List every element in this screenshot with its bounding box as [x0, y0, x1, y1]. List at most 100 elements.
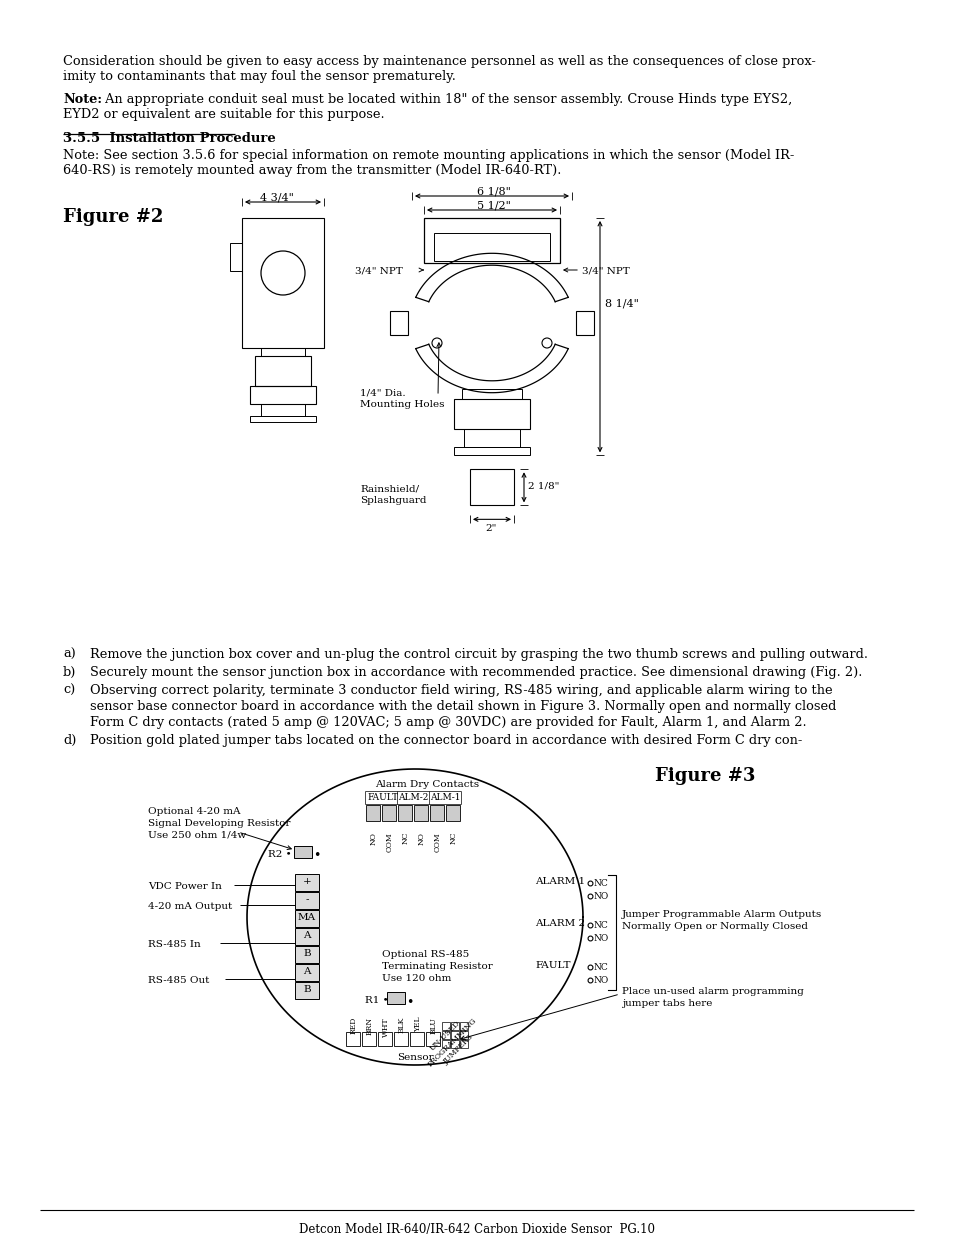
Bar [294, 874, 318, 890]
Bar [446, 805, 459, 821]
Bar [250, 416, 315, 422]
Text: B: B [303, 950, 311, 958]
Text: Optional 4-20 mA: Optional 4-20 mA [148, 806, 240, 816]
Text: FAULT: FAULT [367, 793, 397, 802]
Text: Use 120 ohm: Use 120 ohm [381, 974, 451, 983]
Bar [294, 982, 318, 999]
Text: NC: NC [594, 963, 608, 972]
Bar [390, 311, 408, 335]
Bar [230, 243, 242, 270]
Text: 3/4" NPT: 3/4" NPT [581, 266, 629, 275]
Text: Detcon Model IR-640/IR-642 Carbon Dioxide Sensor  PG.10: Detcon Model IR-640/IR-642 Carbon Dioxid… [298, 1223, 655, 1235]
Bar [261, 404, 305, 416]
Text: RS-485 In: RS-485 In [148, 940, 200, 948]
Bar [441, 1023, 450, 1030]
Text: WHT: WHT [381, 1016, 390, 1036]
Text: NC: NC [450, 832, 457, 845]
Text: b): b) [63, 666, 76, 679]
Text: jumper tabs here: jumper tabs here [621, 999, 712, 1008]
Text: NO: NO [594, 934, 609, 944]
Text: imity to contaminants that may foul the sensor prematurely.: imity to contaminants that may foul the … [63, 70, 456, 83]
Text: 640-RS) is remotely mounted away from the transmitter (Model IR-640-RT).: 640-RS) is remotely mounted away from th… [63, 164, 560, 177]
Text: Use 250 ohm 1/4w: Use 250 ohm 1/4w [148, 831, 246, 840]
Text: 3.5.5  Installation Procedure: 3.5.5 Installation Procedure [63, 132, 275, 144]
Text: MA: MA [297, 914, 315, 923]
Bar [381, 805, 395, 821]
Text: c): c) [63, 684, 75, 697]
Text: Position gold plated jumper tabs located on the connector board in accordance wi: Position gold plated jumper tabs located… [90, 734, 801, 747]
Text: •: • [313, 848, 320, 862]
Bar [441, 1031, 450, 1039]
Text: Sensor: Sensor [396, 1053, 433, 1062]
Text: NO: NO [594, 892, 609, 902]
Bar [441, 1040, 450, 1049]
Text: 4 3/4": 4 3/4" [260, 191, 294, 203]
Bar [261, 348, 305, 356]
Text: 6 1/8": 6 1/8" [476, 186, 511, 196]
Bar [459, 1031, 468, 1039]
Text: Securely mount the sensor junction box in accordance with recommended practice. : Securely mount the sensor junction box i… [90, 666, 862, 679]
Bar [361, 1032, 375, 1046]
Bar [459, 1023, 468, 1030]
Text: Figure #3: Figure #3 [655, 767, 755, 785]
Text: COM: COM [434, 832, 441, 852]
Text: Terminating Resistor: Terminating Resistor [381, 962, 493, 971]
Bar [366, 805, 379, 821]
Bar [346, 1032, 359, 1046]
Bar [410, 1032, 423, 1046]
Bar [242, 219, 324, 348]
Bar [430, 805, 443, 821]
Bar [294, 910, 318, 927]
Text: Note: See section 3.5.6 for special information on remote mounting applications : Note: See section 3.5.6 for special info… [63, 149, 794, 162]
Text: Alarm Dry Contacts: Alarm Dry Contacts [375, 781, 478, 789]
Text: ALM-2: ALM-2 [397, 793, 428, 802]
Text: R2 •: R2 • [268, 850, 292, 860]
Text: Normally Open or Normally Closed: Normally Open or Normally Closed [621, 923, 807, 931]
Text: An appropriate conduit seal must be located within 18" of the sensor assembly. C: An appropriate conduit seal must be loca… [101, 93, 791, 106]
Text: Observing correct polarity, terminate 3 conductor field wiring, RS-485 wiring, a: Observing correct polarity, terminate 3 … [90, 684, 832, 697]
Text: YEL: YEL [414, 1016, 421, 1032]
Text: BLU: BLU [430, 1016, 437, 1034]
Bar [454, 447, 530, 456]
Text: COM: COM [386, 832, 394, 852]
Text: Consideration should be given to easy access by maintenance personnel as well as: Consideration should be given to easy ac… [63, 56, 815, 68]
Bar [294, 846, 312, 858]
Text: 2": 2" [484, 525, 496, 534]
Text: NO: NO [370, 832, 377, 845]
Text: 2 1/8": 2 1/8" [527, 482, 558, 490]
Bar [254, 356, 311, 387]
Bar [461, 389, 521, 399]
Text: Form C dry contacts (rated 5 amp @ 120VAC; 5 amp @ 30VDC) are provided for Fault: Form C dry contacts (rated 5 amp @ 120VA… [90, 716, 806, 729]
Text: RED: RED [350, 1016, 357, 1035]
Bar [454, 399, 530, 430]
Text: A: A [303, 931, 311, 941]
Text: Place un-used alarm programming: Place un-used alarm programming [621, 987, 803, 995]
Bar [451, 1023, 458, 1030]
Text: BLK: BLK [397, 1016, 406, 1034]
Bar [387, 992, 405, 1004]
Text: NC: NC [594, 921, 608, 930]
Text: ALM-1: ALM-1 [430, 793, 460, 802]
Text: 4-20 mA Output: 4-20 mA Output [148, 902, 232, 911]
Text: EYD2 or equivalent are suitable for this purpose.: EYD2 or equivalent are suitable for this… [63, 107, 384, 121]
Text: Splashguard: Splashguard [359, 496, 426, 505]
Text: 5 1/2": 5 1/2" [476, 201, 511, 211]
Text: NC: NC [401, 832, 410, 845]
Text: Rainshield/: Rainshield/ [359, 484, 418, 493]
Text: Figure #2: Figure #2 [63, 207, 163, 226]
Text: NO: NO [594, 976, 609, 986]
Text: ALARM 2: ALARM 2 [535, 919, 584, 927]
Text: d): d) [63, 734, 76, 747]
Text: NC: NC [594, 879, 608, 888]
Bar [397, 805, 412, 821]
Bar [394, 1032, 408, 1046]
Text: +: + [302, 878, 311, 887]
Text: BRN: BRN [366, 1016, 374, 1035]
Text: 3/4" NPT: 3/4" NPT [355, 266, 402, 275]
Bar [294, 892, 318, 909]
Text: RS-485 Out: RS-485 Out [148, 976, 209, 986]
Bar [459, 1040, 468, 1049]
Bar [451, 1031, 458, 1039]
Bar [294, 965, 318, 981]
Text: Note:: Note: [63, 93, 102, 106]
